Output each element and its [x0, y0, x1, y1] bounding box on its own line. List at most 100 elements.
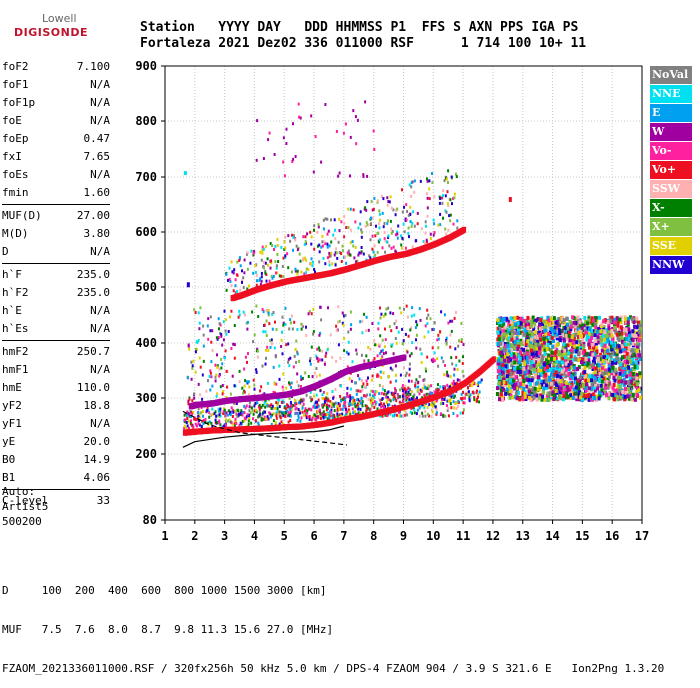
echo-point: [527, 378, 530, 382]
echo-point: [225, 273, 227, 276]
echo-point: [325, 355, 327, 358]
echo-point: [361, 236, 363, 239]
echo-point: [324, 262, 326, 265]
echo-point: [400, 311, 402, 314]
echo-point: [561, 353, 564, 357]
echo-point: [266, 280, 268, 283]
echo-point: [309, 415, 311, 418]
echo-point: [382, 385, 384, 388]
echo-point: [618, 338, 621, 342]
echo-point: [238, 310, 240, 313]
echo-point: [202, 422, 204, 425]
echo-point: [352, 245, 354, 248]
echo-point: [569, 360, 572, 364]
echo-point: [519, 370, 522, 374]
echo-point: [202, 415, 204, 418]
echo-point: [361, 389, 363, 392]
echo-point: [330, 218, 332, 221]
echo-point: [637, 388, 640, 392]
echo-point: [363, 253, 365, 256]
echo-point: [367, 346, 369, 349]
echo-point: [240, 412, 242, 415]
echo-point: [363, 359, 365, 362]
echo-point: [414, 384, 416, 387]
echo-point: [199, 322, 201, 325]
echo-point: [396, 208, 398, 211]
echo-point: [586, 334, 589, 338]
echo-point: [447, 322, 449, 325]
echo-point: [225, 333, 227, 336]
echo-point: [366, 200, 368, 203]
echo-point: [398, 415, 400, 418]
echo-point: [350, 136, 352, 139]
x-tick-label: 1: [161, 529, 168, 543]
echo-point: [516, 347, 519, 351]
echo-point: [247, 251, 249, 254]
echo-point: [617, 380, 620, 384]
echo-point: [406, 305, 408, 308]
echo-point: [498, 397, 501, 401]
echo-point: [513, 386, 516, 390]
echo-point: [364, 206, 366, 209]
echo-point: [287, 361, 289, 364]
echo-point: [224, 357, 226, 360]
echo-point: [359, 223, 361, 226]
echo-point: [523, 333, 526, 337]
echo-point: [526, 326, 529, 330]
echo-point: [248, 385, 250, 388]
echo-point: [189, 398, 191, 401]
echo-point: [526, 339, 529, 343]
echo-point: [439, 223, 441, 226]
y-tick-label: 80: [143, 513, 157, 527]
echo-point: [314, 372, 316, 375]
echo-point: [594, 367, 597, 371]
echo-point: [624, 395, 627, 399]
echo-point: [320, 318, 322, 321]
echo-point: [633, 365, 636, 369]
echo-point: [372, 390, 374, 393]
echo-point: [326, 392, 328, 395]
echo-point: [229, 267, 231, 270]
echo-point: [403, 308, 405, 311]
echo-point: [552, 397, 555, 401]
echo-point: [425, 225, 427, 228]
echo-point: [264, 406, 266, 409]
echo-point: [298, 408, 300, 411]
echo-point: [288, 411, 290, 414]
echo-point: [195, 350, 197, 353]
echo-point: [218, 317, 220, 320]
echo-point: [461, 393, 463, 396]
echo-point: [424, 378, 426, 381]
echo-point: [421, 227, 423, 230]
x-tick-label: 14: [545, 529, 559, 543]
echo-point: [610, 341, 613, 345]
echo-point: [192, 364, 194, 367]
echo-point: [394, 250, 396, 253]
echo-point: [616, 316, 619, 320]
echo-point: [419, 415, 421, 418]
echo-point: [285, 142, 287, 145]
echo-point: [352, 396, 354, 399]
echo-point: [272, 328, 274, 331]
echo-point: [444, 398, 446, 401]
echo-point: [496, 392, 499, 396]
echo-point: [253, 405, 255, 408]
echo-point: [288, 327, 290, 330]
echo-point: [533, 339, 536, 343]
echo-point: [382, 349, 384, 352]
echo-point: [577, 331, 580, 335]
echo-point: [300, 378, 302, 381]
echo-point: [535, 382, 538, 386]
echo-point: [422, 415, 424, 418]
echo-point: [528, 330, 531, 334]
echo-point: [397, 393, 399, 396]
echo-point: [543, 363, 546, 367]
echo-point: [437, 389, 439, 392]
echo-point: [541, 395, 544, 399]
echo-point: [300, 385, 302, 388]
echo-point: [371, 379, 373, 382]
echo-point: [312, 308, 314, 311]
echo-point: [446, 178, 448, 181]
echo-point: [361, 354, 363, 357]
echo-point: [361, 385, 363, 388]
